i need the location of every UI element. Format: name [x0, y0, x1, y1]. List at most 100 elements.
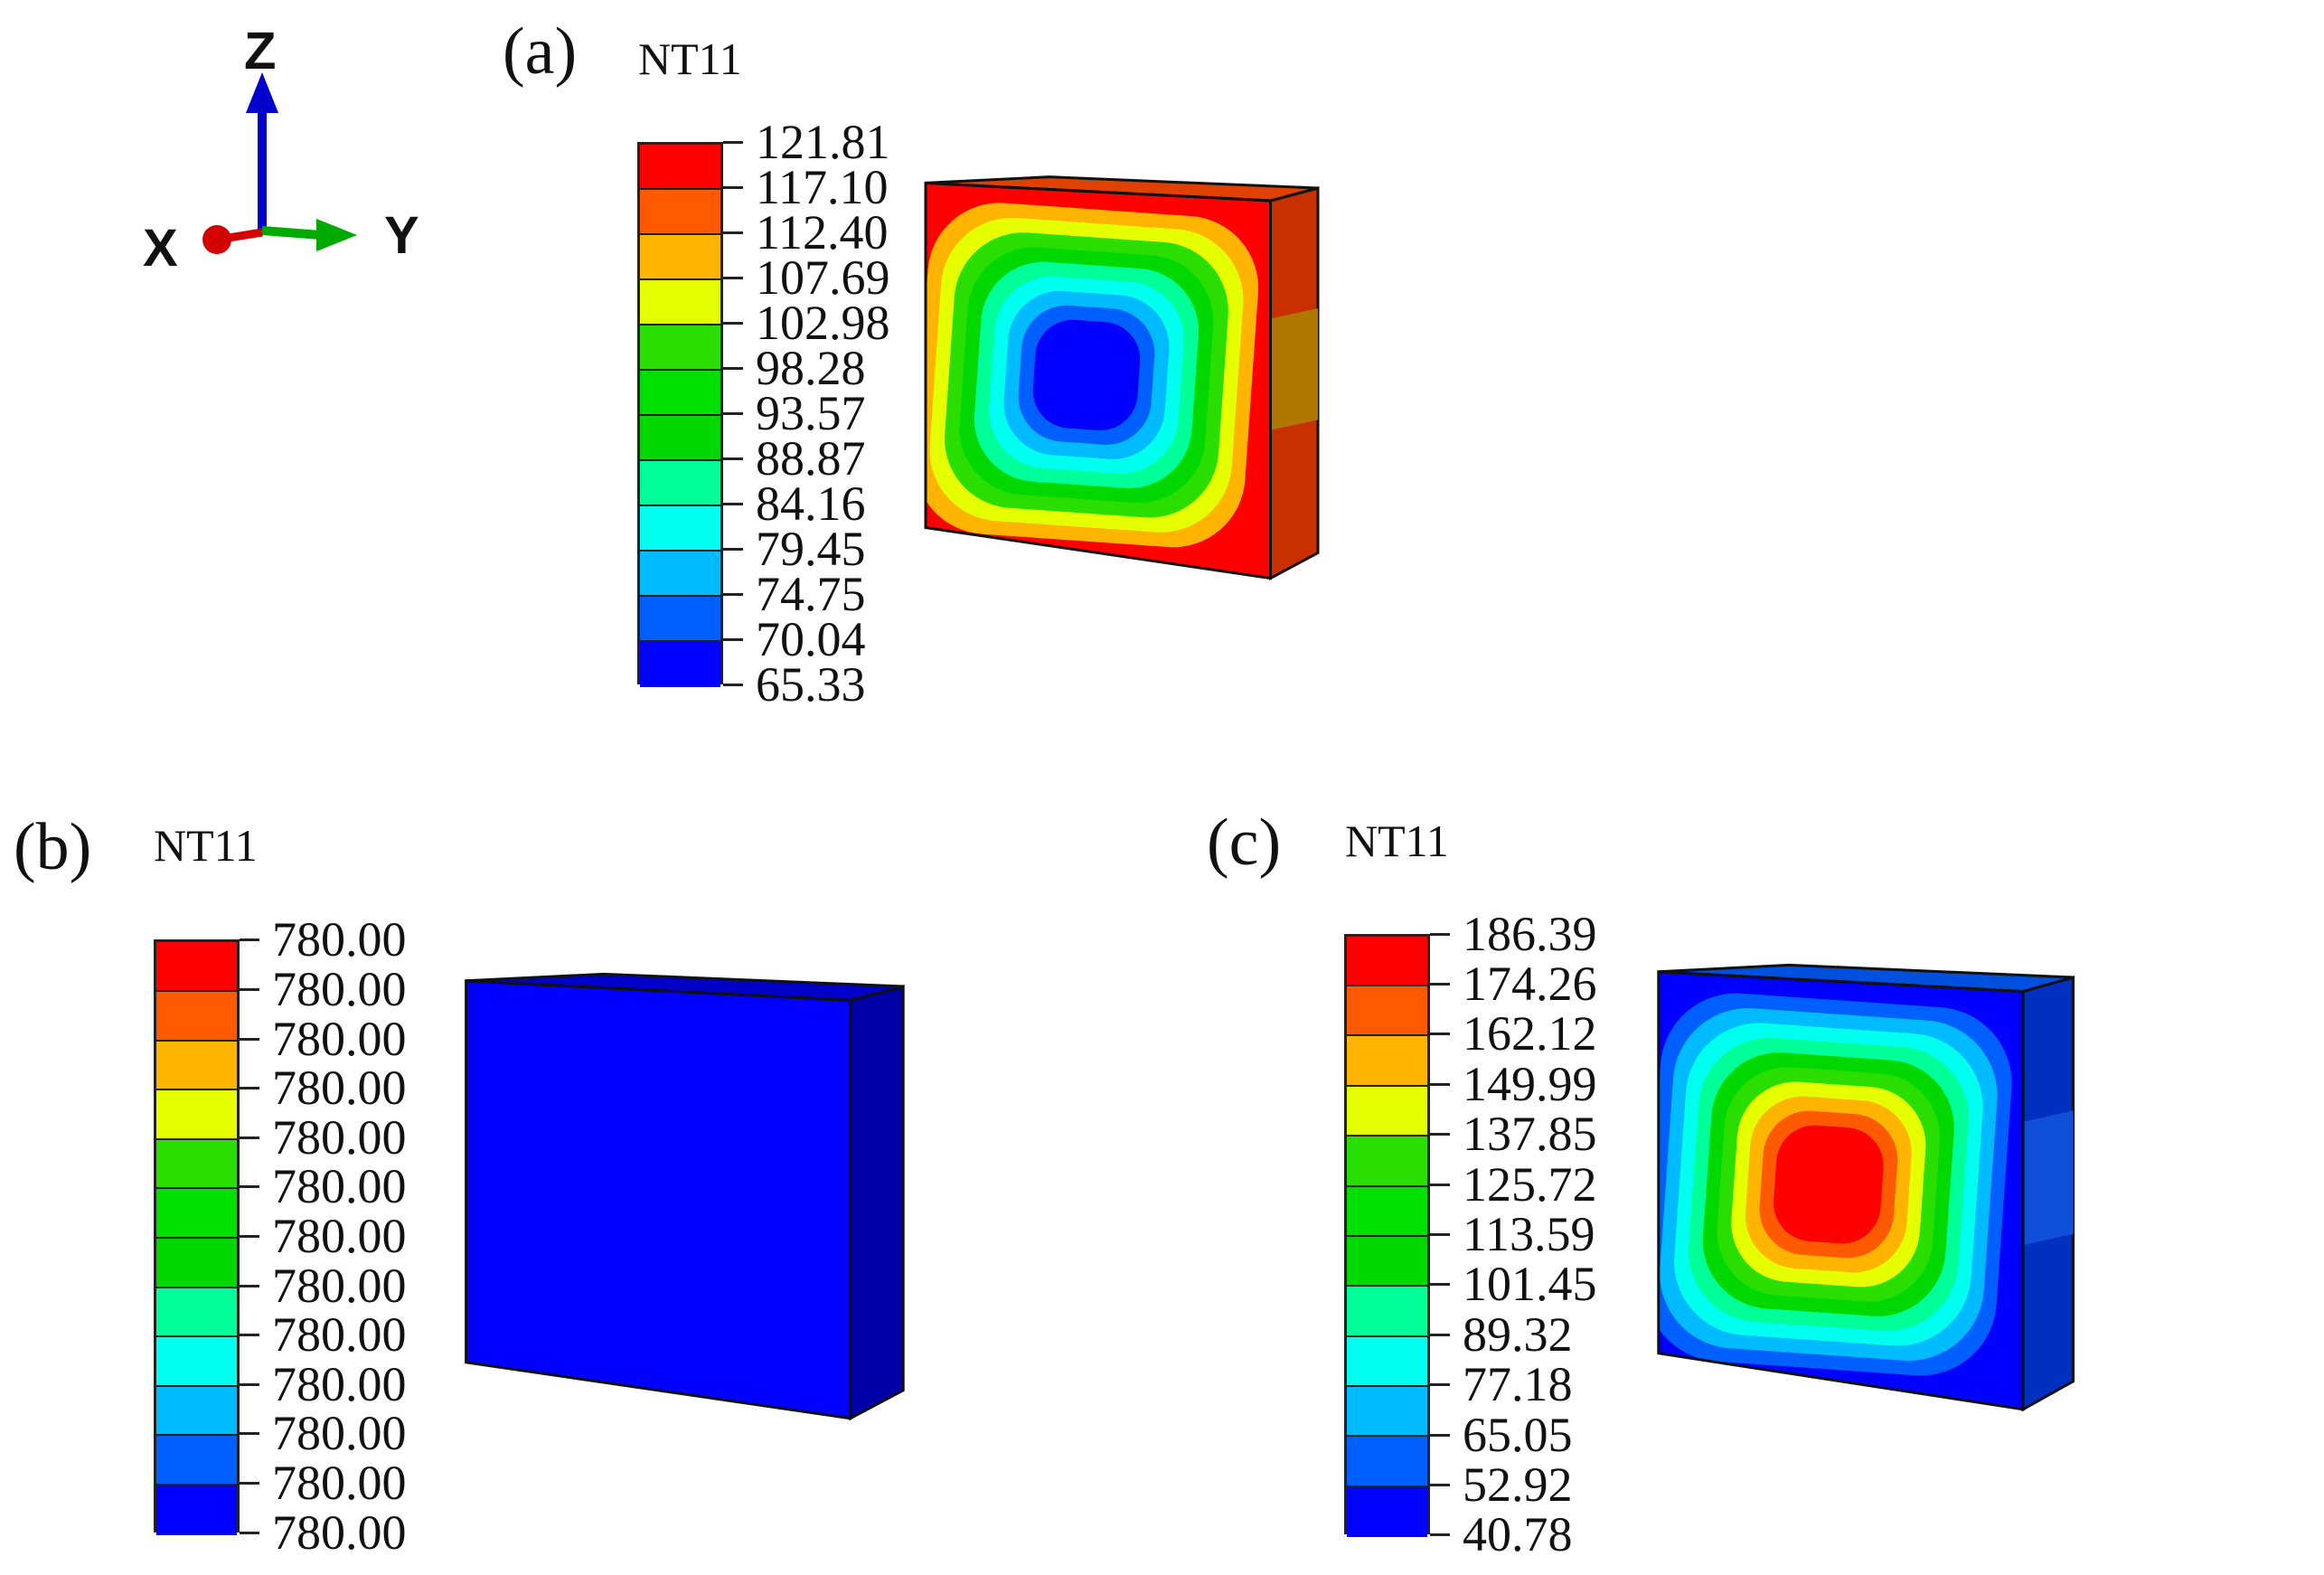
panel-a-temperature-model [924, 175, 1320, 581]
legend-tick [723, 141, 743, 144]
y-axis-label: Y [384, 206, 419, 265]
front-face [466, 980, 851, 1419]
legend-tick [723, 412, 743, 415]
legend-value-label: 93.57 [756, 386, 866, 440]
legend-swatch [156, 942, 237, 992]
legend-swatch [1347, 1437, 1427, 1487]
legend-value-label: 780.00 [272, 1356, 407, 1411]
legend-value-label: 174.26 [1463, 957, 1597, 1012]
legend-value-label: 780.00 [272, 1159, 407, 1214]
legend-swatch [1347, 936, 1427, 987]
legend-value-label: 40.78 [1463, 1507, 1573, 1562]
legend-value-label: 65.33 [756, 657, 866, 712]
legend-value-label: 70.04 [756, 612, 866, 666]
legend-value-label: 65.05 [1463, 1407, 1573, 1462]
contour-band [1774, 1125, 1884, 1244]
axis-arrows [202, 72, 357, 254]
z-axis-label: Z [244, 22, 277, 80]
legend-tick [723, 186, 743, 189]
legend-swatch [156, 1238, 237, 1288]
legend-value-label: 88.87 [756, 431, 866, 486]
legend-swatch [640, 325, 720, 371]
legend-swatch [640, 190, 720, 235]
panel-b-variable: NT11 [154, 820, 258, 871]
legend-swatch [156, 1090, 237, 1140]
legend-value-label: 780.00 [272, 912, 407, 967]
legend-tick [240, 1284, 259, 1287]
legend-value-label: 101.45 [1463, 1257, 1597, 1312]
legend-tick [240, 1531, 259, 1534]
legend-swatch [1347, 1186, 1427, 1237]
legend-tick [1430, 1183, 1450, 1186]
legend-tick [723, 277, 743, 279]
contour-band [1032, 319, 1141, 430]
legend-swatch [640, 597, 720, 642]
legend-value-label: 780.00 [272, 1307, 407, 1363]
legend-tick [1430, 1383, 1450, 1387]
legend-color-bar [1344, 933, 1430, 1538]
panel-c-variable: NT11 [1345, 816, 1449, 866]
legend-swatch [156, 1041, 237, 1091]
legend-value-label: 149.99 [1463, 1056, 1597, 1111]
legend-value-label: 52.92 [1463, 1457, 1573, 1512]
legend-color-bar [154, 939, 240, 1535]
legend-tick [1430, 1082, 1450, 1086]
legend-value-label: 780.00 [272, 1258, 407, 1313]
legend-value-label: 780.00 [272, 1109, 407, 1165]
legend-tick [723, 684, 743, 686]
side-face [849, 985, 905, 1421]
y-axis-arrowhead [316, 219, 357, 251]
legend-value-label: 107.69 [756, 250, 890, 305]
legend-swatch [1347, 1287, 1427, 1337]
axis-triad: Z Y X [136, 18, 461, 289]
panel-b-letter: (b) [14, 810, 92, 884]
front-face-outline [465, 979, 852, 1420]
panel-b-color-legend: 780.00 780.00 780.00 780.00 780.00 780.00 780.… [154, 915, 452, 1557]
legend-tick [723, 593, 743, 596]
legend-value-label: 137.85 [1463, 1107, 1597, 1162]
legend-value-label: 162.12 [1463, 1006, 1597, 1061]
legend-tick [1430, 932, 1450, 936]
legend-value-label: 121.81 [756, 115, 890, 169]
legend-tick [240, 1432, 259, 1436]
legend-value-label: 780.00 [272, 1061, 407, 1116]
legend-swatch [640, 416, 720, 461]
legend-tick [1430, 1483, 1450, 1486]
legend-swatch [1347, 1336, 1427, 1388]
legend-tick [723, 231, 743, 234]
legend-tick [240, 1235, 259, 1238]
legend-tick [240, 987, 259, 991]
legend-value-label: 780.00 [272, 1406, 407, 1461]
legend-value-label: 186.39 [1463, 906, 1597, 961]
legend-value-label: 84.16 [756, 476, 866, 531]
legend-tick [1430, 1283, 1450, 1287]
legend-value-label: 112.40 [756, 205, 889, 259]
legend-swatch [156, 1485, 237, 1535]
panel-c-temperature-model [1657, 963, 2075, 1412]
legend-tick [723, 503, 743, 505]
legend-color-bar [637, 142, 723, 687]
x-axis-arrow [216, 228, 263, 244]
x-axis-label: X [143, 219, 178, 278]
legend-swatch [640, 235, 720, 280]
legend-tick [1430, 1133, 1450, 1136]
legend-value-label: 125.72 [1463, 1156, 1597, 1212]
z-axis-arrowhead [246, 72, 278, 113]
legend-tick [1430, 1033, 1450, 1036]
front-face-fill [466, 980, 851, 1419]
side-face-band [1270, 308, 1318, 430]
legend-value-label: 98.28 [756, 341, 866, 395]
legend-value-label: 77.18 [1463, 1357, 1573, 1412]
legend-value-label: 89.32 [1463, 1306, 1573, 1362]
panel-a-variable: NT11 [638, 33, 742, 84]
legend-swatch [640, 642, 720, 687]
legend-swatch [156, 1139, 237, 1190]
y-axis-arrow [261, 226, 322, 240]
legend-swatch [1347, 1086, 1427, 1137]
front-face [1658, 971, 2024, 1410]
legend-swatch [156, 1287, 237, 1338]
legend-value-label: 780.00 [272, 1456, 407, 1511]
legend-tick [240, 1382, 259, 1386]
legend-tick [240, 1185, 259, 1189]
legend-tick [1430, 1333, 1450, 1336]
